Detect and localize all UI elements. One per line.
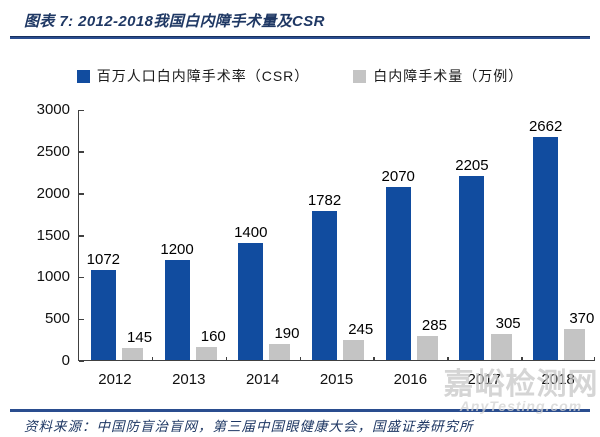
volume-bar bbox=[343, 339, 365, 360]
x-tick-mark bbox=[447, 357, 449, 361]
y-tick-mark bbox=[79, 318, 84, 321]
bar-group-2016: 2070 285 bbox=[374, 110, 448, 360]
volume-value-label: 245 bbox=[348, 320, 374, 338]
csr-bar bbox=[90, 270, 116, 360]
y-tick-label: 0 bbox=[61, 352, 70, 369]
volume-value-label: 305 bbox=[495, 315, 521, 333]
csr-bar bbox=[385, 186, 411, 360]
volume-bar-wrap: 145 bbox=[120, 110, 152, 360]
csr-bar bbox=[533, 137, 559, 360]
x-tick-mark bbox=[521, 357, 523, 361]
bar-group-2014: 1400 190 bbox=[226, 110, 300, 360]
csr-value-label: 1200 bbox=[160, 240, 194, 258]
csr-value-label: 1072 bbox=[86, 251, 121, 269]
x-tick-mark bbox=[151, 357, 154, 361]
y-tick-label: 2500 bbox=[36, 142, 70, 160]
volume-bar bbox=[490, 334, 512, 360]
csr-value-label: 1400 bbox=[234, 223, 268, 241]
csr-bar-wrap: 2070 bbox=[382, 110, 415, 360]
csr-bar-wrap: 2205 bbox=[455, 110, 489, 360]
title-divider bbox=[10, 36, 590, 39]
volume-bar bbox=[269, 344, 291, 360]
csr-bar bbox=[459, 175, 485, 360]
volume-bar-wrap: 245 bbox=[341, 110, 373, 360]
bar-group-2012: 1072 145 bbox=[79, 110, 153, 360]
csr-value-label: 2205 bbox=[455, 156, 489, 174]
volume-bar-wrap: 370 bbox=[562, 110, 594, 360]
csr-bar-wrap: 1400 bbox=[234, 110, 267, 360]
csr-bar-wrap: 1072 bbox=[87, 110, 120, 360]
csr-legend-label: 百万人口白内障手术率（CSR） bbox=[96, 68, 310, 84]
legend-item-csr: 百万人口白内障手术率（CSR） bbox=[76, 66, 310, 86]
bar-group-2018: 2662 370 bbox=[521, 110, 595, 360]
volume-bar bbox=[195, 346, 217, 360]
bar-group-2017: 2205 305 bbox=[448, 110, 522, 360]
volume-bar bbox=[122, 347, 144, 360]
volume-value-label: 160 bbox=[200, 327, 226, 345]
csr-bar-wrap: 1200 bbox=[160, 110, 194, 360]
bar-group-2013: 1200 160 bbox=[153, 110, 227, 360]
volume-legend-swatch bbox=[353, 69, 367, 83]
volume-bar-wrap: 160 bbox=[194, 110, 226, 360]
csr-bar-wrap: 2662 bbox=[529, 110, 562, 360]
volume-legend-label: 白内障手术量（万例） bbox=[373, 68, 524, 84]
y-tick-mark bbox=[79, 360, 84, 362]
y-tick-mark bbox=[79, 151, 84, 153]
csr-bar bbox=[312, 210, 337, 360]
volume-value-label: 370 bbox=[569, 310, 595, 328]
plot-area: 1072 145 1200 160 1400 190 1782 245 2070 285 2205 3… bbox=[78, 110, 595, 361]
volume-bar bbox=[564, 329, 586, 360]
csr-bar bbox=[164, 259, 190, 360]
y-tick-mark bbox=[79, 235, 84, 237]
x-tick-mark bbox=[299, 357, 302, 361]
volume-value-label: 190 bbox=[274, 325, 300, 343]
x-axis-label-2014: 2014 bbox=[245, 371, 280, 388]
y-tick-mark bbox=[79, 193, 84, 195]
volume-bar-wrap: 190 bbox=[267, 110, 300, 360]
volume-bar-wrap: 305 bbox=[489, 110, 521, 360]
y-tick-label: 3000 bbox=[36, 101, 70, 118]
csr-legend-swatch bbox=[76, 69, 90, 83]
y-tick-mark bbox=[79, 109, 84, 111]
y-tick-mark bbox=[79, 276, 84, 279]
csr-value-label: 1782 bbox=[307, 191, 342, 209]
footer-divider bbox=[10, 409, 590, 412]
csr-value-label: 2662 bbox=[528, 118, 563, 136]
bar-group-2015: 1782 245 bbox=[300, 110, 374, 360]
x-axis-label-2013: 2013 bbox=[172, 371, 206, 388]
x-axis-label-2015: 2015 bbox=[319, 371, 354, 388]
y-tick-label: 1000 bbox=[36, 268, 70, 286]
x-tick-mark bbox=[373, 357, 375, 361]
bars-row: 1072 145 1200 160 1400 190 1782 245 2070 285 2205 3… bbox=[79, 110, 595, 360]
legend-item-volume: 白内障手术量（万例） bbox=[353, 66, 523, 86]
y-tick-label: 1500 bbox=[36, 226, 70, 244]
x-axis-label-2018: 2018 bbox=[541, 371, 575, 388]
volume-bar bbox=[416, 336, 438, 360]
volume-value-label: 145 bbox=[127, 328, 153, 346]
volume-bar-wrap: 285 bbox=[415, 110, 447, 360]
volume-value-label: 285 bbox=[421, 317, 447, 335]
source-note: 资料来源：中国防盲治盲网，第三届中国眼健康大会，国盛证券研究所 bbox=[24, 419, 474, 434]
csr-bar bbox=[238, 242, 264, 360]
x-axis-label-2017: 2017 bbox=[467, 371, 501, 388]
x-axis-label-2012: 2012 bbox=[98, 371, 132, 388]
y-tick-label: 2000 bbox=[36, 184, 70, 202]
x-tick-mark bbox=[225, 357, 228, 361]
y-tick-label: 500 bbox=[44, 310, 70, 328]
csr-bar-wrap: 1782 bbox=[308, 110, 341, 360]
x-tick-mark bbox=[593, 357, 595, 361]
chart-title: 图表 7: 2012-2018我国白内障手术量及CSR bbox=[24, 13, 325, 30]
x-axis-labels: 2012 2013 2014 2015 2016 2017 2018 bbox=[78, 371, 595, 388]
legend: 百万人口白内障手术率（CSR） 白内障手术量（万例） bbox=[0, 66, 600, 86]
csr-value-label: 2070 bbox=[381, 167, 415, 185]
x-axis-label-2016: 2016 bbox=[393, 371, 428, 388]
